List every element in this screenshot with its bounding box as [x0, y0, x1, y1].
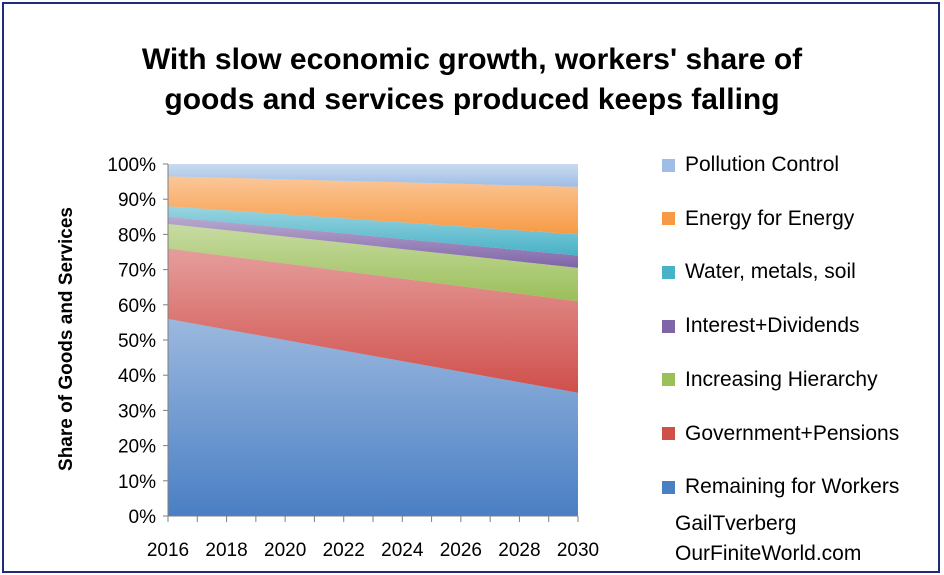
credit-author: GailTverberg	[675, 512, 797, 535]
y-tick-label: 100%	[107, 155, 156, 176]
area-shade-interest-dividends	[168, 216, 578, 268]
legend-label: Government+Pensions	[685, 421, 900, 445]
area-shade-water-metals-soil	[168, 206, 578, 256]
y-tick-label: 0%	[129, 507, 157, 528]
x-tick-label: 2026	[440, 540, 482, 561]
legend-label: Pollution Control	[685, 153, 840, 176]
axes-group: 0% 10% 20% 30% 40% 50% 60% 70% 80% 90% 100% 2016 201…	[107, 155, 599, 561]
x-tick-label: 2018	[205, 540, 247, 561]
area-shade-energy-for-energy	[168, 176, 578, 235]
x-tick-label: 2028	[498, 540, 540, 561]
y-tick-label: 30%	[118, 401, 156, 422]
legend-item-pollution-control: Pollution Control	[662, 152, 839, 178]
x-tick-label: 2022	[323, 540, 365, 561]
y-tick-label: 20%	[118, 437, 156, 458]
y-tick-label: 50%	[118, 331, 156, 352]
legend-item-energy-for-energy: Energy for Energy	[662, 206, 854, 232]
credit-website: OurFiniteWorld.com	[675, 542, 862, 565]
y-tick-label: 60%	[118, 296, 156, 317]
legend-swatch	[662, 265, 675, 279]
legend-swatch	[662, 427, 675, 440]
legend-label: Remaining for Workers	[685, 475, 900, 499]
legend-label: Water, metals, soil	[685, 260, 856, 284]
y-tick-label: 40%	[118, 366, 156, 387]
x-tick-label: 2020	[264, 540, 306, 561]
chart-title: With slow economic growth, workers' shar…	[0, 40, 944, 120]
legend-label: Increasing Hierarchy	[685, 367, 878, 391]
legend-label: Energy for Energy	[685, 206, 855, 230]
legend-item-increasing-hierarchy: Increasing Hierarchy	[662, 367, 878, 393]
legend-swatch	[662, 373, 675, 387]
area-shade-remaining-for-workers	[168, 318, 578, 516]
legend-item-remaining-for-workers: Remaining for Workers	[662, 474, 899, 500]
y-axis-title: Share of Goods and Services	[56, 207, 77, 471]
legend-item-interest-dividends: Interest+Dividends	[662, 313, 860, 339]
x-tick-label: 2030	[557, 540, 599, 561]
legend-item-government-pensions: Government+Pensions	[662, 421, 899, 447]
area-shade-pollution-control	[168, 164, 578, 187]
area-shade-increasing-hierarchy	[168, 223, 578, 302]
area-series-group	[168, 164, 578, 516]
chart-title-line-2: goods and services produced keeps fallin…	[164, 83, 780, 116]
legend-swatch	[662, 212, 675, 226]
legend-swatch	[662, 319, 675, 333]
y-tick-label: 90%	[118, 190, 156, 211]
area-shade-government-pensions	[168, 248, 578, 393]
legend-swatch	[662, 158, 675, 172]
y-tick-label: 70%	[118, 261, 156, 282]
x-tick-label: 2024	[381, 540, 424, 561]
chart-title-line-1: With slow economic growth, workers' shar…	[141, 43, 803, 76]
y-tick-label: 10%	[118, 472, 156, 493]
x-tick-label: 2016	[147, 540, 189, 561]
legend-item-water-metals-soil: Water, metals, soil	[662, 259, 856, 285]
y-tick-label: 80%	[118, 225, 156, 246]
legend-swatch	[662, 480, 675, 494]
legend-label: Interest+Dividends	[685, 314, 860, 338]
